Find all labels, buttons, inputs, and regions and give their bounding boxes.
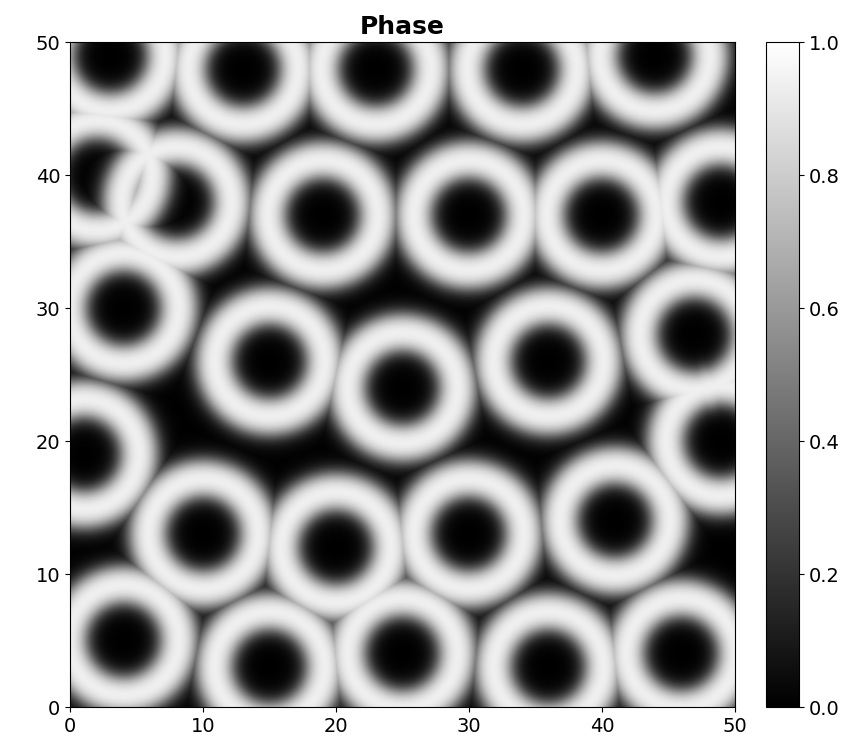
Title: Phase: Phase xyxy=(360,15,445,39)
